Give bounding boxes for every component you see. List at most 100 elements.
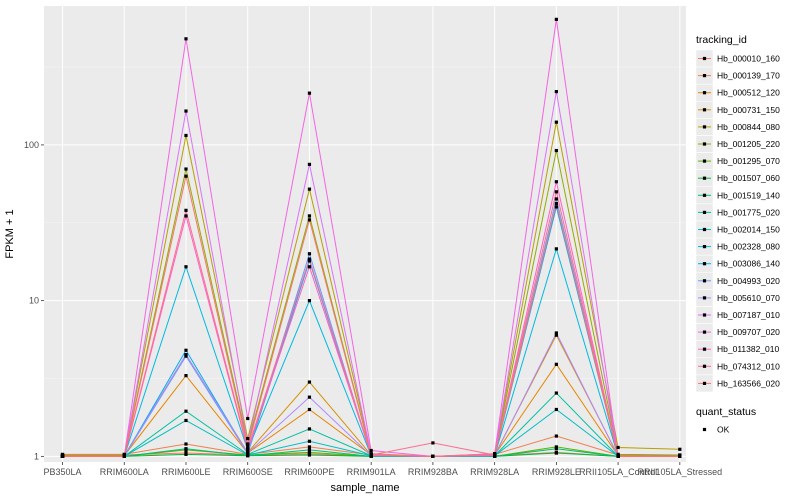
- data-point: [184, 174, 188, 178]
- data-point: [554, 331, 558, 335]
- x-tick-label: PB350LA: [44, 467, 82, 477]
- data-point: [554, 17, 558, 21]
- data-point: [307, 265, 312, 269]
- data-point: [184, 442, 188, 446]
- data-point: [307, 395, 312, 399]
- legend-point: [702, 296, 707, 300]
- grid: [44, 6, 686, 462]
- legend-point: [702, 74, 707, 78]
- data-point: [616, 445, 620, 450]
- x-tick-label: RRIM928LE: [532, 467, 581, 477]
- y-tick-label: 100: [24, 140, 39, 150]
- x-tick-label: RRIM928BA: [408, 467, 458, 477]
- data-point: [184, 452, 188, 456]
- data-point: [184, 348, 188, 352]
- data-point: [246, 445, 250, 449]
- legend-label: Hb_002014_150: [717, 225, 780, 235]
- legend-label: Hb_000844_080: [717, 122, 780, 132]
- data-point: [307, 162, 312, 166]
- legend-point: [702, 313, 707, 317]
- data-point: [554, 201, 558, 206]
- x-tick-label: RRIM600LE: [161, 467, 210, 477]
- y-axis-title: FPKM + 1: [4, 209, 16, 258]
- legend-label: Hb_000010_160: [717, 54, 780, 64]
- x-tick-label: RRII105LA_Stressed: [638, 467, 723, 477]
- data-point: [554, 451, 558, 455]
- data-point: [678, 454, 682, 458]
- x-tick-label: RRIM928LA: [470, 467, 519, 477]
- data-point: [554, 391, 558, 395]
- data-point: [184, 353, 188, 357]
- data-point: [246, 416, 250, 421]
- data-point: [184, 37, 188, 41]
- legend-label: Hb_001205_220: [717, 139, 780, 149]
- legend-label: Hb_002328_080: [717, 242, 780, 252]
- legend-point: [702, 245, 707, 249]
- legend-point: [702, 227, 707, 232]
- x-tick-label: RRIM901LA: [347, 467, 396, 477]
- data-point: [307, 214, 312, 218]
- data-point: [431, 454, 435, 458]
- data-point: [246, 437, 250, 441]
- data-point: [307, 252, 312, 256]
- legend-point: [702, 193, 707, 197]
- data-point: [307, 453, 312, 457]
- legend-point: [702, 142, 707, 146]
- data-point: [554, 120, 558, 124]
- legend-point: [702, 159, 707, 163]
- data-point: [554, 333, 558, 337]
- legend-point: [702, 108, 707, 112]
- legend-label: Hb_004993_020: [717, 276, 780, 286]
- data-point: [246, 442, 250, 446]
- color-legend: tracking_id Hb_000010_160 Hb_000139_170 Hb…: [695, 34, 780, 393]
- data-point: [616, 454, 620, 458]
- data-point: [307, 445, 312, 449]
- shape-legend-title: quant_status: [696, 406, 756, 418]
- x-tick-label: RRIM600PE: [284, 467, 334, 477]
- data-point: [184, 208, 188, 212]
- data-point: [616, 452, 620, 456]
- legend-label: Hb_000731_150: [717, 105, 780, 115]
- data-point: [184, 167, 188, 171]
- data-point: [307, 218, 312, 222]
- data-point: [307, 380, 312, 384]
- shape-legend: quant_status OK: [696, 406, 756, 438]
- data-point: [554, 362, 558, 366]
- data-point: [431, 441, 435, 445]
- legend-point: [702, 347, 707, 351]
- legend-point: [702, 364, 707, 368]
- data-point: [122, 454, 126, 458]
- data-point: [554, 190, 558, 194]
- y-axis: 1 10 100: [24, 140, 44, 461]
- x-axis: PB350LA RRIM600LA RRIM600LE RRIM600SE RRIM60…: [44, 462, 723, 477]
- x-tick-label: RRII105LA_Control: [579, 467, 657, 477]
- data-point: [554, 434, 558, 438]
- y-tick-label: 1: [34, 451, 39, 461]
- data-point: [184, 447, 188, 451]
- data-point: [307, 439, 312, 443]
- data-point: [184, 374, 188, 378]
- data-point: [307, 407, 312, 412]
- data-point: [493, 453, 497, 457]
- legend-label: Hb_001507_060: [717, 173, 780, 183]
- data-point: [184, 214, 188, 218]
- legend-label: Hb_001295_070: [717, 156, 780, 166]
- legend-label: Hb_001775_020: [717, 207, 780, 217]
- data-point: [307, 259, 312, 263]
- x-tick-label: RRIM600SE: [223, 467, 273, 477]
- legend-label: Hb_074312_010: [717, 361, 780, 371]
- data-point: [307, 299, 312, 303]
- legend-label: Hb_009707_020: [717, 327, 780, 337]
- legend-title: tracking_id: [696, 34, 747, 46]
- data-point: [554, 407, 558, 412]
- legend-point: [702, 381, 707, 385]
- legend-point: [702, 330, 707, 334]
- data-point: [307, 187, 312, 191]
- data-point: [554, 89, 558, 94]
- legend-label: Hb_000512_120: [717, 88, 780, 98]
- data-point: [307, 427, 312, 431]
- legend-point: [702, 176, 707, 180]
- data-point: [184, 409, 188, 413]
- legend-point: [702, 279, 707, 283]
- x-tick-label: RRIM600LA: [100, 467, 149, 477]
